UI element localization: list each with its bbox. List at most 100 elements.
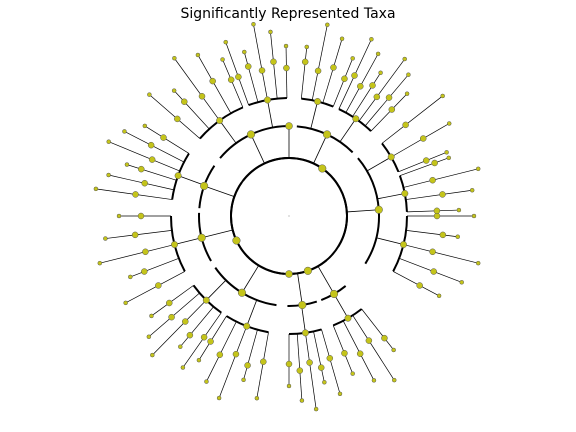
taxon-node	[298, 300, 307, 310]
taxon-node	[416, 282, 423, 289]
taxon-node	[350, 56, 355, 61]
taxon-node	[123, 300, 128, 306]
taxon-node	[270, 58, 277, 66]
taxon-node	[475, 260, 481, 266]
branch-edge	[377, 193, 405, 200]
taxon-node	[455, 234, 460, 239]
branch-edge	[222, 59, 244, 108]
branch-edge	[311, 24, 328, 101]
taxon-node	[180, 365, 186, 370]
taxon-node	[198, 93, 206, 100]
branch-edge	[332, 325, 354, 374]
taxon-node	[216, 351, 224, 358]
taxon-node	[317, 364, 325, 371]
taxon-node	[469, 188, 475, 193]
taxon-node	[444, 150, 449, 155]
branch-edge	[267, 99, 273, 128]
taxon-node	[128, 274, 133, 280]
branch-edge	[204, 185, 235, 198]
clade-arc	[230, 182, 285, 275]
taxon-node	[401, 190, 409, 197]
branch-edge	[243, 51, 259, 103]
taxon-node	[171, 241, 178, 248]
taxon-node	[350, 371, 355, 376]
taxon-node	[171, 88, 177, 93]
taxon-node	[268, 29, 273, 35]
branch-edge	[152, 299, 207, 356]
taxon-node	[371, 378, 377, 383]
taxon-node	[301, 329, 309, 337]
branch-edge	[376, 237, 404, 245]
taxon-node	[357, 83, 364, 90]
branch-edge	[125, 271, 185, 304]
taxon-node	[260, 358, 267, 366]
clade-arc	[242, 157, 348, 248]
branch-edge	[285, 46, 288, 99]
branch-edge	[300, 46, 308, 99]
branch-edge	[151, 285, 194, 317]
branch-edge	[393, 271, 440, 297]
branch-edge	[99, 244, 175, 264]
branch-edge	[406, 230, 458, 238]
branch-edge	[250, 134, 265, 164]
taxon-node	[402, 56, 407, 62]
taxon-node	[439, 191, 446, 198]
branch-edge	[149, 94, 201, 139]
taxon-node	[172, 55, 177, 61]
taxon-node	[168, 313, 175, 321]
taxon-node	[122, 129, 127, 134]
taxon-node	[148, 156, 156, 163]
branch-edge	[124, 131, 185, 163]
taxon-node	[402, 121, 409, 129]
branch-edge	[317, 266, 335, 295]
taxon-node	[285, 360, 293, 368]
branch-edge	[333, 293, 349, 319]
branch-edge	[406, 209, 459, 213]
taxon-node	[318, 164, 327, 173]
taxon-node	[471, 213, 477, 219]
taxon-node	[385, 94, 393, 101]
taxon-node	[232, 350, 240, 358]
branch-edge	[173, 90, 210, 130]
branch-edge	[270, 31, 278, 99]
branch-edge	[241, 265, 260, 293]
taxon-node	[373, 93, 381, 101]
taxon-node	[103, 236, 108, 241]
taxon-node	[301, 58, 309, 66]
taxon-node	[304, 44, 310, 50]
chart-title: Significantly Represented Taxa	[180, 6, 396, 22]
branch-edge	[182, 312, 222, 368]
taxon-node	[400, 241, 407, 248]
taxon-node	[352, 115, 360, 123]
branch-edge	[370, 93, 408, 132]
taxon-node	[325, 22, 330, 28]
taxon-node	[227, 76, 235, 84]
taxon-node	[306, 359, 313, 366]
branch-edge	[105, 230, 172, 239]
taxon-node	[369, 37, 374, 42]
branch-edge	[243, 329, 258, 380]
branch-edge	[358, 58, 405, 122]
branch-edge	[399, 157, 449, 176]
taxon-node	[106, 172, 111, 178]
taxon-node	[106, 139, 111, 144]
taxon-node	[339, 36, 345, 42]
branch-edge	[364, 74, 409, 127]
taxon-node	[160, 134, 167, 141]
branch-edge	[313, 134, 328, 164]
branch-edge	[126, 164, 177, 181]
taxon-node	[433, 207, 441, 215]
branch-edge	[398, 151, 447, 173]
branch-edge	[381, 95, 443, 144]
taxon-node	[419, 135, 427, 142]
taxon-node	[141, 268, 148, 275]
taxon-node	[197, 233, 206, 242]
taxon-node	[439, 231, 447, 239]
taxon-node	[303, 266, 312, 275]
taxon-node	[404, 91, 410, 96]
taxon-node	[337, 391, 343, 397]
taxon-node	[220, 57, 225, 62]
branch-edge	[174, 237, 202, 245]
taxon-node	[422, 157, 430, 164]
taxon-node	[381, 334, 388, 342]
